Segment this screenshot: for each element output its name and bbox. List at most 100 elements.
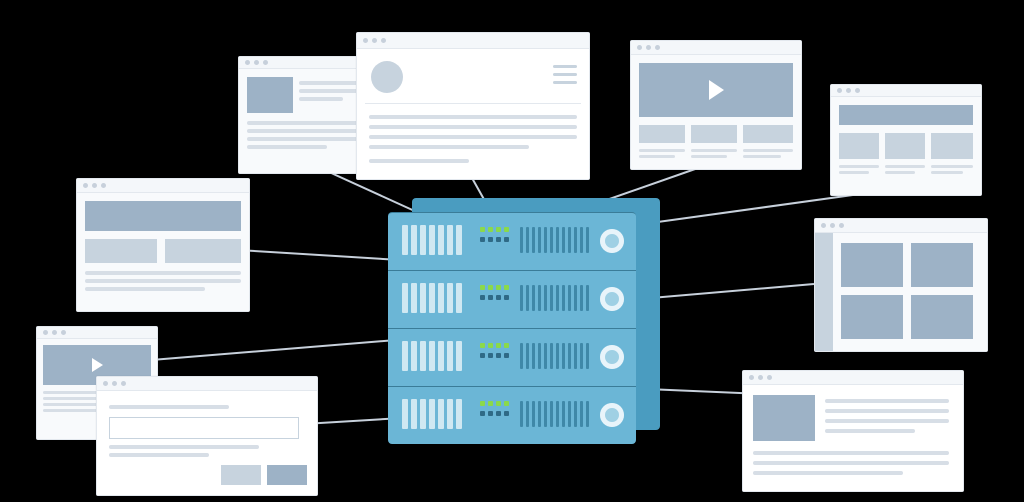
text-line-placeholder <box>825 399 949 403</box>
window-body <box>77 193 249 311</box>
browser-window <box>96 376 318 496</box>
server-unit <box>388 270 636 328</box>
content-block <box>841 295 903 339</box>
server-status-leds <box>480 343 509 348</box>
content-block <box>267 465 307 485</box>
text-input[interactable] <box>109 417 299 439</box>
play-icon <box>709 80 724 100</box>
window-control-dot <box>821 223 826 228</box>
content-block <box>85 201 241 231</box>
content-block <box>247 77 293 113</box>
content-block <box>753 395 815 441</box>
text-line-placeholder <box>839 171 869 174</box>
window-titlebar <box>97 377 317 391</box>
window-body <box>239 69 369 173</box>
text-line-placeholder <box>639 149 685 152</box>
content-block <box>911 295 973 339</box>
text-line-placeholder <box>109 405 229 409</box>
avatar-icon <box>371 61 403 93</box>
window-titlebar <box>631 41 801 55</box>
text-line-placeholder <box>743 155 781 158</box>
window-titlebar <box>815 219 987 233</box>
window-control-dot <box>101 183 106 188</box>
window-control-dot <box>655 45 660 50</box>
hamburger-icon <box>553 73 577 76</box>
content-block <box>165 239 241 263</box>
server-status-leds <box>480 285 509 290</box>
text-line-placeholder <box>885 171 915 174</box>
text-line-placeholder <box>639 155 675 158</box>
window-control-dot <box>749 375 754 380</box>
divider <box>365 103 581 104</box>
server-drive-slots <box>402 283 462 313</box>
window-control-dot <box>830 223 835 228</box>
text-line-placeholder <box>885 165 925 168</box>
window-control-dot <box>61 330 66 335</box>
server-vents <box>520 343 589 369</box>
text-line-placeholder <box>247 145 327 149</box>
text-line-placeholder <box>753 451 949 455</box>
window-control-dot <box>52 330 57 335</box>
text-line-placeholder <box>931 171 963 174</box>
text-line-placeholder <box>931 165 973 168</box>
content-block <box>911 243 973 287</box>
text-line-placeholder <box>299 97 343 101</box>
server-drive-slots <box>402 341 462 371</box>
text-line-placeholder <box>85 287 205 291</box>
server-power-knob <box>600 287 624 311</box>
text-line-placeholder <box>691 155 727 158</box>
browser-window <box>814 218 988 352</box>
window-control-dot <box>646 45 651 50</box>
browser-window <box>630 40 802 170</box>
window-titlebar <box>37 327 157 339</box>
window-control-dot <box>112 381 117 386</box>
window-control-dot <box>103 381 108 386</box>
video-thumbnail <box>639 63 793 117</box>
text-line-placeholder <box>369 135 577 139</box>
server-status-leds <box>480 401 509 406</box>
text-line-placeholder <box>85 279 241 283</box>
server-drive-slots <box>402 225 462 255</box>
content-block <box>743 125 793 143</box>
window-control-dot <box>837 88 842 93</box>
browser-window <box>742 370 964 492</box>
text-line-placeholder <box>299 81 359 85</box>
window-control-dot <box>846 88 851 93</box>
window-sidebar <box>815 233 833 351</box>
browser-window <box>356 32 590 180</box>
text-line-placeholder <box>743 149 793 152</box>
text-line-placeholder <box>369 145 529 149</box>
window-control-dot <box>254 60 259 65</box>
window-titlebar <box>77 179 249 193</box>
content-block <box>841 243 903 287</box>
text-line-placeholder <box>299 89 359 93</box>
server-unit <box>388 386 636 444</box>
browser-window <box>76 178 250 312</box>
window-control-dot <box>43 330 48 335</box>
server-unit <box>388 328 636 386</box>
window-control-dot <box>121 381 126 386</box>
text-line-placeholder <box>825 429 915 433</box>
content-block <box>885 133 925 159</box>
server-power-knob <box>600 229 624 253</box>
content-block <box>839 105 973 125</box>
server-status-leds <box>480 295 509 300</box>
window-titlebar <box>357 33 589 49</box>
window-control-dot <box>758 375 763 380</box>
text-line-placeholder <box>369 115 577 119</box>
server-status-leds <box>480 353 509 358</box>
text-line-placeholder <box>247 129 359 133</box>
text-line-placeholder <box>85 271 241 275</box>
window-body <box>631 55 801 169</box>
server-stack <box>388 198 660 444</box>
window-control-dot <box>245 60 250 65</box>
connection-line <box>248 251 400 260</box>
server-status-leds <box>480 227 509 232</box>
server-status-leds <box>480 237 509 242</box>
window-control-dot <box>372 38 377 43</box>
server-drive-slots <box>402 399 462 429</box>
window-control-dot <box>637 45 642 50</box>
server-vents <box>520 227 589 253</box>
window-control-dot <box>381 38 386 43</box>
window-control-dot <box>363 38 368 43</box>
